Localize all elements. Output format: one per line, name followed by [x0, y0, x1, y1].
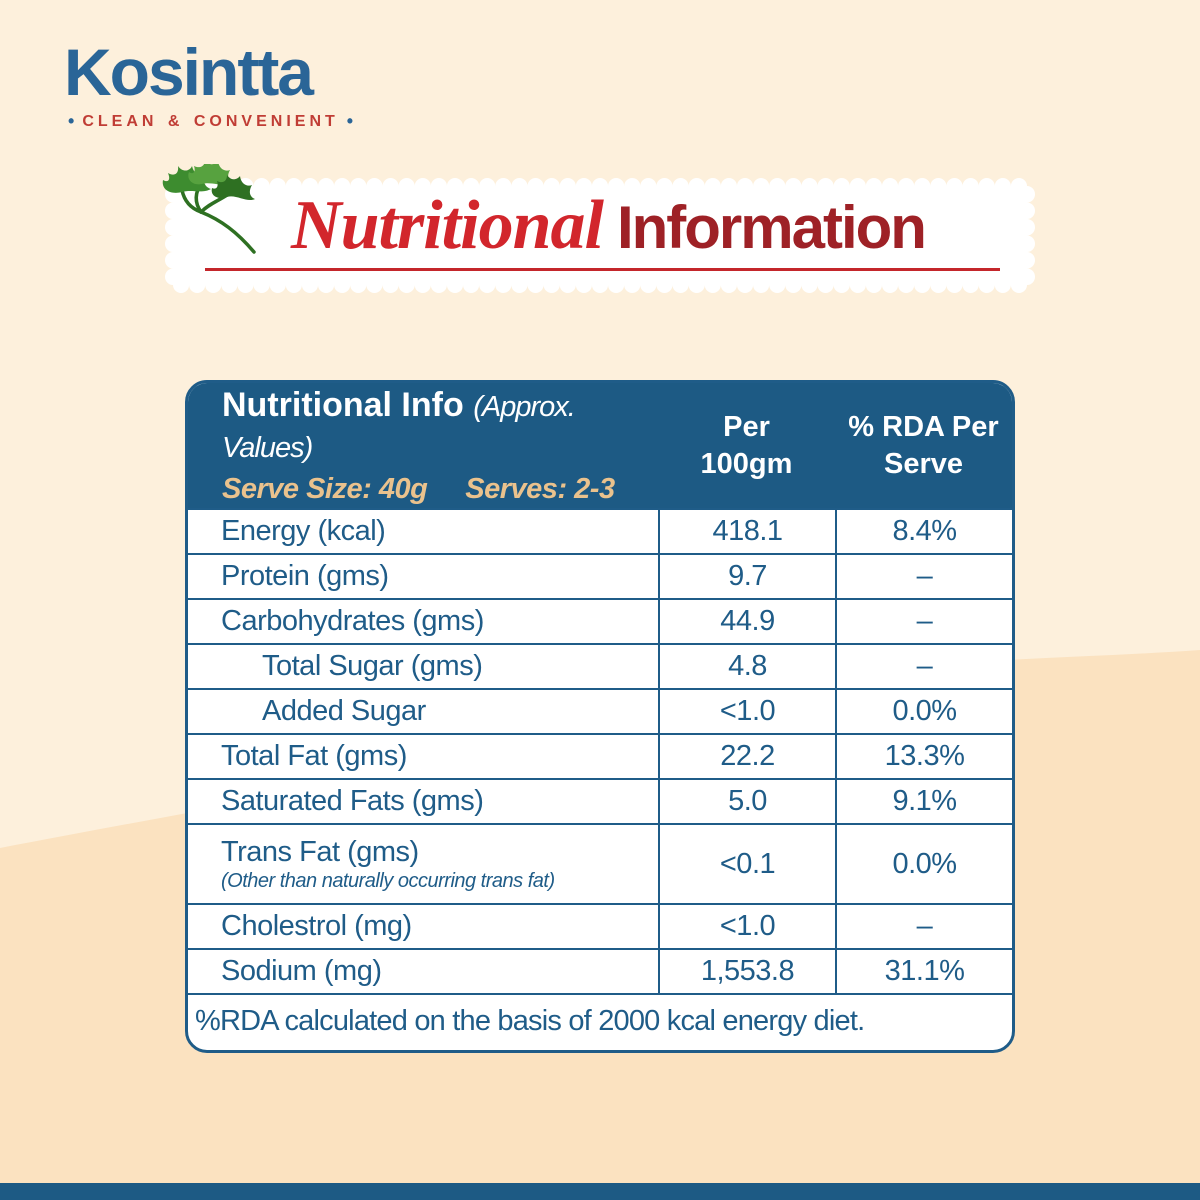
row-label: Total Fat (gms): [188, 735, 658, 778]
row-label-note: (Other than naturally occurring trans fa…: [221, 869, 555, 892]
brand-logo: Kosintta • CLEAN & CONVENIENT •: [64, 35, 353, 132]
row-label: Cholestrol (mg): [188, 905, 658, 948]
row-label-text: Carbohydrates (gms): [221, 605, 484, 637]
title-word-nutritional: Nutritional: [291, 187, 604, 264]
column-header-per-100gm: Per 100gm: [700, 411, 793, 480]
row-label: Carbohydrates (gms): [188, 600, 658, 643]
row-label: Total Sugar (gms): [188, 645, 658, 688]
row-label: Saturated Fats (gms): [188, 780, 658, 823]
table-subtitle: (Approx. Values): [222, 390, 576, 464]
table-row: Total Sugar (gms) 4.8–: [188, 643, 1012, 688]
row-label: Added Sugar: [188, 690, 658, 733]
table-row: Protein (gms) 9.7–: [188, 553, 1012, 598]
row-label-text: Sodium (mg): [221, 955, 382, 987]
row-per100-value: 44.9: [658, 600, 835, 643]
serves: Serves: 2-3: [465, 473, 615, 506]
page-title: Nutritional Information: [203, 186, 1013, 266]
row-label: Energy (kcal): [188, 510, 658, 553]
row-per100-value: 22.2: [658, 735, 835, 778]
row-label-text: Energy (kcal): [221, 515, 386, 547]
serve-size: Serve Size: 40g: [222, 473, 428, 506]
row-rda-value: 0.0%: [835, 690, 1012, 733]
table-header-left: Nutritional Info (Approx. Values) Serve …: [188, 385, 658, 507]
row-per100-value: 5.0: [658, 780, 835, 823]
row-label-text: Total Fat (gms): [221, 740, 407, 772]
table-row: Energy (kcal) 418.1 8.4%: [188, 508, 1012, 553]
serving-info: Serve Size: 40g Serves: 2-3: [222, 473, 658, 506]
row-label-text: Added Sugar: [262, 695, 426, 727]
row-label: Protein (gms): [188, 555, 658, 598]
row-label: Sodium (mg): [188, 950, 658, 993]
row-label-text: Protein (gms): [221, 560, 389, 592]
row-rda-value: 9.1%: [835, 780, 1012, 823]
row-per100-value: 9.7: [658, 555, 835, 598]
table-row: Sodium (mg) 1,553.8 31.1%: [188, 948, 1012, 993]
row-per100-value: <0.1: [658, 825, 835, 903]
tagline-text: CLEAN & CONVENIENT: [82, 112, 339, 130]
bottom-bar: [0, 1183, 1200, 1200]
table-row: Cholestrol (mg) <1.0–: [188, 903, 1012, 948]
title-word-information: Information: [616, 194, 927, 261]
stamp-background: [165, 178, 1035, 293]
table-row: Added Sugar <1.0 0.0%: [188, 688, 1012, 733]
table-row: Carbohydrates (gms) 44.9–: [188, 598, 1012, 643]
row-rda-value: 8.4%: [835, 510, 1012, 553]
nutrition-table-body: Energy (kcal) 418.1 8.4% Protein (gms) 9.7– C…: [188, 508, 1012, 993]
brand-tagline: • CLEAN & CONVENIENT •: [68, 111, 353, 132]
row-rda-value: –: [835, 645, 1012, 688]
row-label-text: Total Sugar (gms): [262, 650, 483, 682]
row-rda-value: –: [835, 555, 1012, 598]
row-rda-value: 13.3%: [835, 735, 1012, 778]
row-label: Trans Fat (gms) (Other than naturally occ…: [188, 825, 658, 903]
row-label-text: Trans Fat (gms): [221, 835, 419, 868]
parsley-leaflets: [162, 164, 255, 201]
table-title: Nutritional Info: [222, 385, 464, 424]
table-row: Trans Fat (gms) (Other than naturally occ…: [188, 823, 1012, 903]
title-underline: [205, 268, 1000, 271]
nutrition-table: Nutritional Info (Approx. Values) Serve …: [185, 380, 1015, 1053]
table-title-line: Nutritional Info (Approx. Values): [222, 385, 658, 467]
row-per100-value: <1.0: [658, 690, 835, 733]
parsley-leaf-stems: [180, 180, 256, 254]
row-per100-value: 1,553.8: [658, 950, 835, 993]
row-rda-value: –: [835, 600, 1012, 643]
table-row: Saturated Fats (gms) 5.0 9.1%: [188, 778, 1012, 823]
rda-footnote: %RDA calculated on the basis of 2000 kca…: [188, 993, 1012, 1050]
tagline-dot-right-icon: •: [346, 111, 354, 132]
row-rda-value: 31.1%: [835, 950, 1012, 993]
stamp-scallop-edge: [165, 178, 1035, 293]
nutrition-table-header: Nutritional Info (Approx. Values) Serve …: [188, 383, 1012, 508]
row-label-text: Saturated Fats (gms): [221, 785, 484, 817]
table-row: Total Fat (gms) 22.2 13.3%: [188, 733, 1012, 778]
row-per100-value: 418.1: [658, 510, 835, 553]
tagline-dot-left-icon: •: [68, 111, 75, 132]
row-rda-value: 0.0%: [835, 825, 1012, 903]
title-banner: Nutritional Information: [162, 164, 1035, 293]
parsley-leaf-icon: [162, 164, 256, 254]
column-header-rda-per-serve: % RDA Per Serve: [848, 411, 999, 480]
row-per100-value: <1.0: [658, 905, 835, 948]
row-per100-value: 4.8: [658, 645, 835, 688]
row-label-text: Cholestrol (mg): [221, 910, 412, 942]
brand-name: Kosintta: [64, 35, 314, 109]
row-rda-value: –: [835, 905, 1012, 948]
